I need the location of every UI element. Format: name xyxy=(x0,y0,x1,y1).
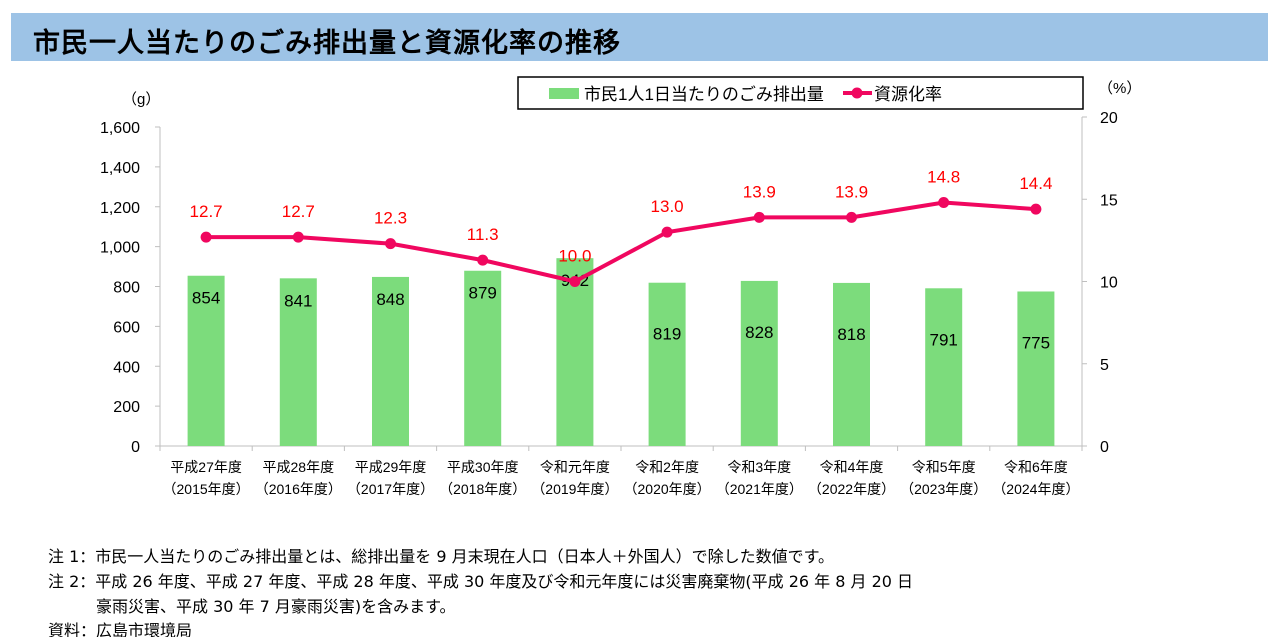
bar-data-label: 828 xyxy=(745,323,773,342)
x-tick-label: 令和4年度 xyxy=(820,459,884,475)
page-title: 市民一人当たりのごみ排出量と資源化率の推移 xyxy=(33,28,621,59)
right-tick-label: 20 xyxy=(1100,110,1118,127)
bar-data-label: 819 xyxy=(653,325,681,344)
legend-line-marker xyxy=(851,87,863,99)
x-tick-label-year: （2019年度） xyxy=(531,481,618,497)
x-tick-label: 令和元年度 xyxy=(540,459,610,475)
x-tick-label-year: （2024年度） xyxy=(992,481,1079,497)
rate-point xyxy=(846,211,857,223)
bar-data-label: 841 xyxy=(284,291,312,310)
left-tick-label: 1,200 xyxy=(100,200,140,217)
rate-point xyxy=(1030,203,1042,215)
left-tick-label: 200 xyxy=(113,399,140,416)
x-tick-label-year: （2018年度） xyxy=(439,481,526,497)
bar-data-label: 854 xyxy=(192,289,220,308)
left-axis-unit: （g） xyxy=(122,91,160,108)
bar xyxy=(833,282,870,446)
bar xyxy=(925,288,963,446)
bar xyxy=(1017,291,1055,446)
rate-line xyxy=(206,200,1037,284)
x-tick-label-year: （2023年度） xyxy=(900,481,987,497)
bar-data-label: 775 xyxy=(1022,333,1050,352)
left-tick-label: 400 xyxy=(113,359,140,376)
bar-data-label: 818 xyxy=(837,325,865,344)
x-tick-label-year: （2020年度） xyxy=(624,481,711,497)
rate-point xyxy=(200,231,212,243)
note-1: 注 1：市民一人当たりのごみ排出量とは、総排出量を 9 月末現在人口（日本人＋外… xyxy=(48,547,835,566)
x-tick-label-year: （2016年度） xyxy=(255,481,342,497)
x-tick-label: 令和6年度 xyxy=(1004,459,1068,475)
rate-data-label: 12.7 xyxy=(282,202,315,221)
rate-point xyxy=(292,231,304,243)
bar xyxy=(648,282,686,446)
rate-data-label: 13.0 xyxy=(651,197,684,216)
left-tick-label: 1,400 xyxy=(100,160,140,177)
rate-point xyxy=(661,226,673,238)
bar xyxy=(556,258,594,446)
x-tick-label: 令和3年度 xyxy=(727,459,791,475)
bar-data-label: 848 xyxy=(376,290,404,309)
bar xyxy=(740,280,778,446)
rate-data-label: 14.4 xyxy=(1019,174,1052,193)
rate-data-label: 12.3 xyxy=(374,209,407,228)
bar xyxy=(464,270,502,446)
rate-point xyxy=(569,276,581,287)
left-tick-label: 0 xyxy=(131,439,140,456)
rate-point xyxy=(938,197,950,209)
x-tick-label-year: （2021年度） xyxy=(716,481,803,497)
x-tick-label: 令和5年度 xyxy=(912,459,976,475)
rate-data-label: 12.7 xyxy=(190,202,223,221)
source-note: 資料：広島市環境局 xyxy=(48,621,193,637)
right-tick-label: 0 xyxy=(1100,439,1109,456)
left-tick-label: 1,000 xyxy=(100,240,140,257)
x-tick-label: 平成27年度 xyxy=(170,459,242,475)
x-tick-label: 平成28年度 xyxy=(263,459,335,475)
bar-data-label: 791 xyxy=(930,330,958,349)
bar xyxy=(187,275,225,446)
title-bar: 市民一人当たりのごみ排出量と資源化率の推移 xyxy=(11,13,1268,61)
x-tick-label: 令和2年度 xyxy=(635,459,699,475)
right-tick-label: 15 xyxy=(1100,192,1118,209)
right-tick-label: 10 xyxy=(1100,275,1118,292)
legend-bar-label: 市民1人1日当たりのごみ排出量 xyxy=(584,85,824,104)
left-tick-label: 800 xyxy=(113,280,140,297)
bar xyxy=(279,278,317,446)
x-tick-label: 平成30年度 xyxy=(447,459,519,475)
left-tick-label: 600 xyxy=(113,319,140,336)
right-tick-label: 5 xyxy=(1100,357,1109,374)
rate-point xyxy=(477,254,489,266)
legend-line-label: 資源化率 xyxy=(874,85,942,104)
rate-data-label: 13.9 xyxy=(835,182,868,201)
rate-data-label: 13.9 xyxy=(743,182,776,201)
rate-point xyxy=(753,211,765,223)
legend-box xyxy=(517,76,1084,110)
note-2: 注 2：平成 26 年度、平成 27 年度、平成 28 年度、平成 30 年度及… xyxy=(48,572,914,591)
note-2-cont: 豪雨災害、平成 30 年 7 月豪雨災害)を含みます。 xyxy=(48,597,456,616)
x-tick-label-year: （2022年度） xyxy=(808,481,895,497)
rate-point xyxy=(385,238,396,250)
left-tick-label: 1,600 xyxy=(100,120,140,137)
bar xyxy=(372,276,409,446)
rate-data-label: 14.8 xyxy=(927,168,960,187)
rate-data-label: 11.3 xyxy=(467,225,499,244)
right-axis-unit: （%） xyxy=(1098,80,1141,97)
x-tick-label-year: （2015年度） xyxy=(163,481,250,497)
rate-data-label: 10.0 xyxy=(558,247,591,266)
x-tick-label-year: （2017年度） xyxy=(347,481,434,497)
x-tick-label: 平成29年度 xyxy=(355,459,427,475)
bar-data-label: 879 xyxy=(469,284,497,303)
legend-bar-swatch xyxy=(549,88,579,99)
